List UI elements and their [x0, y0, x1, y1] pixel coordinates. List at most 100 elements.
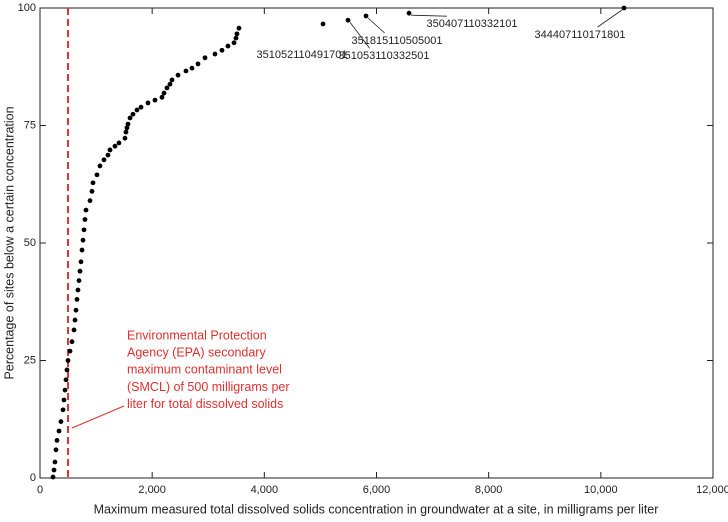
label-leader — [411, 14, 447, 17]
point-label: 344407110171801 — [535, 29, 626, 41]
point — [73, 307, 79, 313]
point — [138, 104, 144, 110]
point — [51, 467, 57, 473]
y-tick-label: 75 — [24, 119, 36, 131]
point — [112, 143, 118, 149]
y-axis-title: Percentage of sites below a certain conc… — [2, 106, 16, 379]
point-label: 351052110491701 — [257, 49, 348, 61]
point — [202, 55, 208, 61]
label-leader — [349, 21, 370, 49]
point — [94, 172, 100, 178]
point — [236, 25, 242, 31]
point — [234, 31, 240, 37]
point-label: 351815110505001 — [352, 35, 443, 47]
point — [79, 247, 85, 253]
point — [60, 407, 66, 413]
point — [105, 152, 111, 158]
point — [107, 147, 113, 153]
label-leader — [367, 17, 385, 34]
point — [52, 459, 58, 465]
point — [77, 268, 83, 274]
y-tick-label: 0 — [30, 472, 36, 484]
point — [169, 77, 175, 83]
x-tick-label: 4,000 — [251, 484, 279, 496]
point — [116, 140, 122, 146]
point — [122, 135, 128, 141]
point — [164, 85, 170, 91]
point-label: 350407110332101 — [427, 18, 518, 30]
point — [159, 94, 165, 100]
reference-label: (SMCL) of 500 milligrams per — [127, 380, 290, 394]
x-tick-label: 10,000 — [584, 484, 618, 496]
point — [87, 198, 93, 204]
point — [83, 207, 89, 213]
point — [125, 121, 131, 127]
reference-label: Environmental Protection — [127, 328, 267, 342]
reference-label: Agency (EPA) secondary — [127, 345, 266, 359]
point — [167, 81, 173, 87]
point — [61, 397, 67, 403]
point — [75, 287, 81, 293]
point — [64, 367, 70, 373]
y-tick-label: 25 — [24, 354, 36, 366]
y-tick-label: 50 — [24, 237, 36, 249]
point — [124, 125, 130, 131]
point — [67, 348, 73, 354]
point — [62, 387, 68, 393]
reference-label: liter for total dissolved solids — [127, 397, 283, 411]
y-tick-label: 100 — [18, 2, 36, 14]
point — [406, 10, 412, 16]
point — [56, 428, 62, 434]
point — [65, 358, 71, 363]
point — [78, 259, 84, 265]
point — [195, 61, 201, 67]
point — [53, 447, 59, 453]
point — [134, 107, 140, 113]
point — [54, 438, 60, 443]
label-leader — [597, 9, 623, 28]
point — [152, 97, 158, 103]
point — [90, 180, 96, 186]
point — [225, 43, 231, 49]
point-label: 351053110332501 — [339, 50, 430, 62]
point — [81, 227, 87, 233]
reference-label: maximum contaminant level — [127, 363, 282, 377]
point — [212, 51, 218, 57]
x-tick-label: 6,000 — [363, 484, 391, 496]
point — [80, 237, 86, 243]
point — [123, 129, 129, 135]
point — [175, 72, 181, 78]
x-tick-label: 12,000 — [696, 484, 728, 496]
point — [76, 278, 82, 283]
point — [189, 65, 195, 71]
point — [71, 327, 77, 333]
point — [145, 100, 151, 106]
x-axis-title: Maximum measured total dissolved solids … — [94, 502, 659, 516]
point — [127, 115, 133, 121]
point — [183, 68, 189, 74]
point — [58, 419, 64, 424]
point — [63, 377, 69, 383]
point — [82, 217, 88, 222]
point — [345, 17, 351, 23]
point — [320, 21, 326, 27]
point — [231, 40, 237, 46]
annotation-leader — [71, 405, 125, 429]
point — [50, 474, 56, 480]
x-tick-label: 0 — [37, 484, 43, 496]
point — [233, 35, 239, 41]
point — [89, 188, 95, 194]
point — [97, 163, 103, 169]
point — [130, 111, 136, 117]
point — [72, 317, 78, 323]
point — [161, 90, 167, 96]
point — [363, 13, 369, 19]
point — [101, 157, 107, 163]
point — [74, 297, 80, 302]
point — [621, 5, 627, 11]
x-tick-label: 2,000 — [138, 484, 166, 496]
point — [219, 47, 225, 53]
point — [69, 339, 75, 345]
x-tick-label: 8,000 — [475, 484, 503, 496]
